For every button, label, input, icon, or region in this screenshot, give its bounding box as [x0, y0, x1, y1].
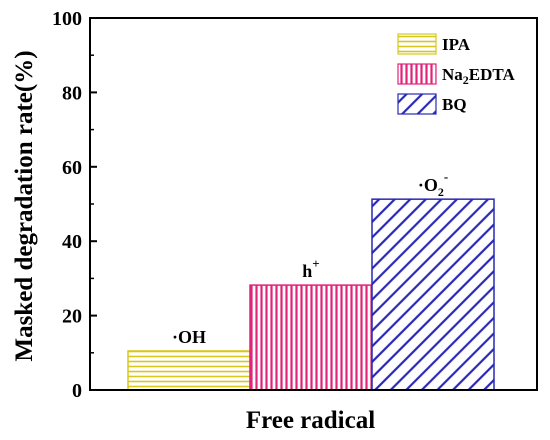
y-tick-label: 40: [62, 231, 82, 253]
legend-label-main: Na: [442, 65, 463, 84]
bar-annotation-main: ·OH: [172, 327, 206, 347]
legend-label: IPA: [442, 35, 471, 54]
bars-group: [127, 198, 495, 391]
bar-na2edta: [249, 284, 373, 391]
bar-annotation-main: ·O: [418, 175, 438, 195]
legend-label: BQ: [442, 95, 467, 114]
y-tick-label: 0: [72, 380, 82, 402]
legend-swatch: [397, 63, 437, 85]
bar-annotation: ·O2-: [418, 169, 448, 199]
legend-label: Na2EDTA: [442, 65, 515, 87]
x-axis-title: Free radical: [246, 407, 375, 434]
y-axis-title: Masked degradation rate(%): [11, 50, 38, 361]
bar-annotation: h+: [302, 256, 319, 281]
legend-label-tail: EDTA: [469, 65, 516, 84]
legend-label-main: BQ: [442, 95, 467, 114]
y-tick-label: 60: [62, 157, 82, 179]
bar-annotation-main: h: [302, 261, 312, 281]
legend-swatch: [397, 33, 437, 55]
legend-label-main: IPA: [442, 35, 471, 54]
bar-ipa: [127, 350, 251, 391]
y-tick-label: 80: [62, 82, 82, 104]
y-tick-label: 100: [52, 8, 82, 30]
bar-annotation-superscript: -: [444, 169, 448, 184]
y-tick-label: 20: [62, 306, 82, 328]
bar-annotations: ·OH h+ ·O2-: [172, 169, 448, 347]
legend-swatch: [397, 93, 437, 115]
bar-bq: [371, 198, 495, 391]
legend-label-subscript: 2: [463, 73, 469, 87]
bar-annotation: ·OH: [172, 327, 206, 347]
bar-annotation-subscript: 2: [438, 185, 444, 199]
y-axis-ticks: 0 20 40 60 80 100: [52, 8, 97, 402]
bar-annotation-superscript: +: [312, 256, 319, 271]
